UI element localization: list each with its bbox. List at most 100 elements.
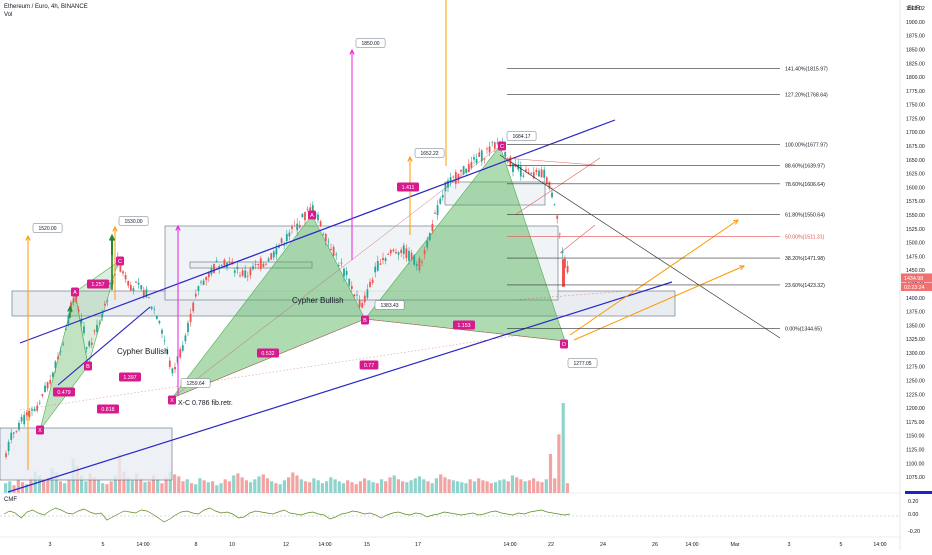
volume-bar [413,478,417,493]
symbol-title[interactable]: Ethereum / Euro, 4h, BINANCE [4,4,88,10]
candle-body [241,270,244,276]
price-callout [180,378,211,388]
lower-trendline[interactable] [7,281,673,493]
volume-bar [532,478,536,493]
candle-body [395,251,397,254]
candle-body [189,313,192,323]
candle-body [478,152,481,157]
volume-bar [33,471,37,493]
price-axis-tick: 1650.00 [906,158,925,164]
candle-body [137,282,140,285]
fib-level-label: 100.00%(1677.97) [785,142,828,148]
candle-body [530,172,533,174]
candle-body [441,195,444,198]
candle-body [83,326,85,334]
volume-bar [384,481,388,493]
volume-bar [392,475,396,493]
volume-bar [181,481,185,493]
target-arrow-1652-head [407,155,413,162]
pattern-point-badge [116,256,124,266]
ratio-badge-text: 1.397 [123,375,136,381]
volume-bar [341,483,346,493]
price-axis-tick: 1850.00 [906,48,925,54]
candle-body [562,259,565,287]
price-axis-tick: 1375.00 [906,310,925,316]
candle-body [15,431,18,433]
upper-trendline[interactable] [19,119,616,344]
volume-bar [88,473,92,493]
volume-bar [481,480,485,493]
candle-body [304,212,306,221]
volume-bar [333,479,337,493]
projection-arrow-upper[interactable] [569,219,739,336]
small-trendline[interactable] [57,306,151,386]
volume-bar [472,481,477,493]
fib-level-label: 127.20%(1768.64) [785,92,828,98]
projection-arrow-lower[interactable] [573,265,745,341]
candle-body [135,281,137,283]
candle-body [228,262,231,263]
candle-body [551,192,553,198]
ratio-badge-text: 0.532 [261,351,274,357]
price-callout-text: 1520.00 [39,226,57,232]
pattern-point-badge [84,361,92,371]
price-callout [118,216,149,226]
candle-body [486,148,488,150]
volume-bar [92,477,96,493]
volume-bar [485,481,489,493]
candle-body [436,205,439,216]
target-arrow-1530-head [112,225,118,232]
price-axis-tick: 1200.00 [906,406,925,412]
price-axis-tick: 1075.00 [906,475,925,481]
volume-bar [96,479,101,493]
volume-bar [232,475,236,493]
candle-body [148,297,150,298]
volume-bar [156,479,160,493]
candle-body [20,416,23,422]
volume-bar [101,483,105,493]
projection-arrow-upper-head [732,219,739,225]
price-axis-tick: 1900.00 [906,20,925,26]
volume-bar [274,483,278,493]
candle-body [431,224,434,231]
volume-bar [37,475,41,493]
price-callout [506,131,537,141]
volume-bar [4,483,8,493]
candle-body [480,150,483,162]
candle-body [400,249,403,253]
volume-bar [519,479,523,493]
candle-body [67,315,70,324]
price-axis-tick: 1125.00 [906,448,924,454]
candle-body [77,309,80,312]
volume-bar [46,477,50,493]
candle-body [301,213,304,217]
price-axis-tick: 1275.00 [906,365,925,371]
candle-body [122,271,124,274]
pattern-point-letter: X [170,398,174,404]
candle-body [405,248,408,259]
volume-bar [417,476,422,493]
volume-bar [189,483,194,493]
time-axis-label: Mar [730,542,739,548]
candle-body [142,290,145,297]
ratio-badge-text: 1.153 [457,323,470,329]
candle-body [213,264,215,274]
volume-bar [177,476,181,493]
candle-body [532,172,535,179]
volume-bar [354,484,358,493]
price-callout [414,148,445,158]
price-axis-tick: 1775.00 [906,89,925,95]
pattern-name-label: Cypher Bullish [117,347,169,356]
candle-body [439,198,442,204]
dashed-line [19,334,521,411]
candle-body [36,405,39,411]
cmf-line[interactable] [3,507,571,523]
ratio-badge [97,404,119,414]
pattern-point-letter: B [363,318,367,324]
volume-bar [544,479,548,493]
volume-bar [494,482,498,493]
ratio-badge-text: 0.818 [101,407,114,413]
volume-bar [58,481,63,493]
